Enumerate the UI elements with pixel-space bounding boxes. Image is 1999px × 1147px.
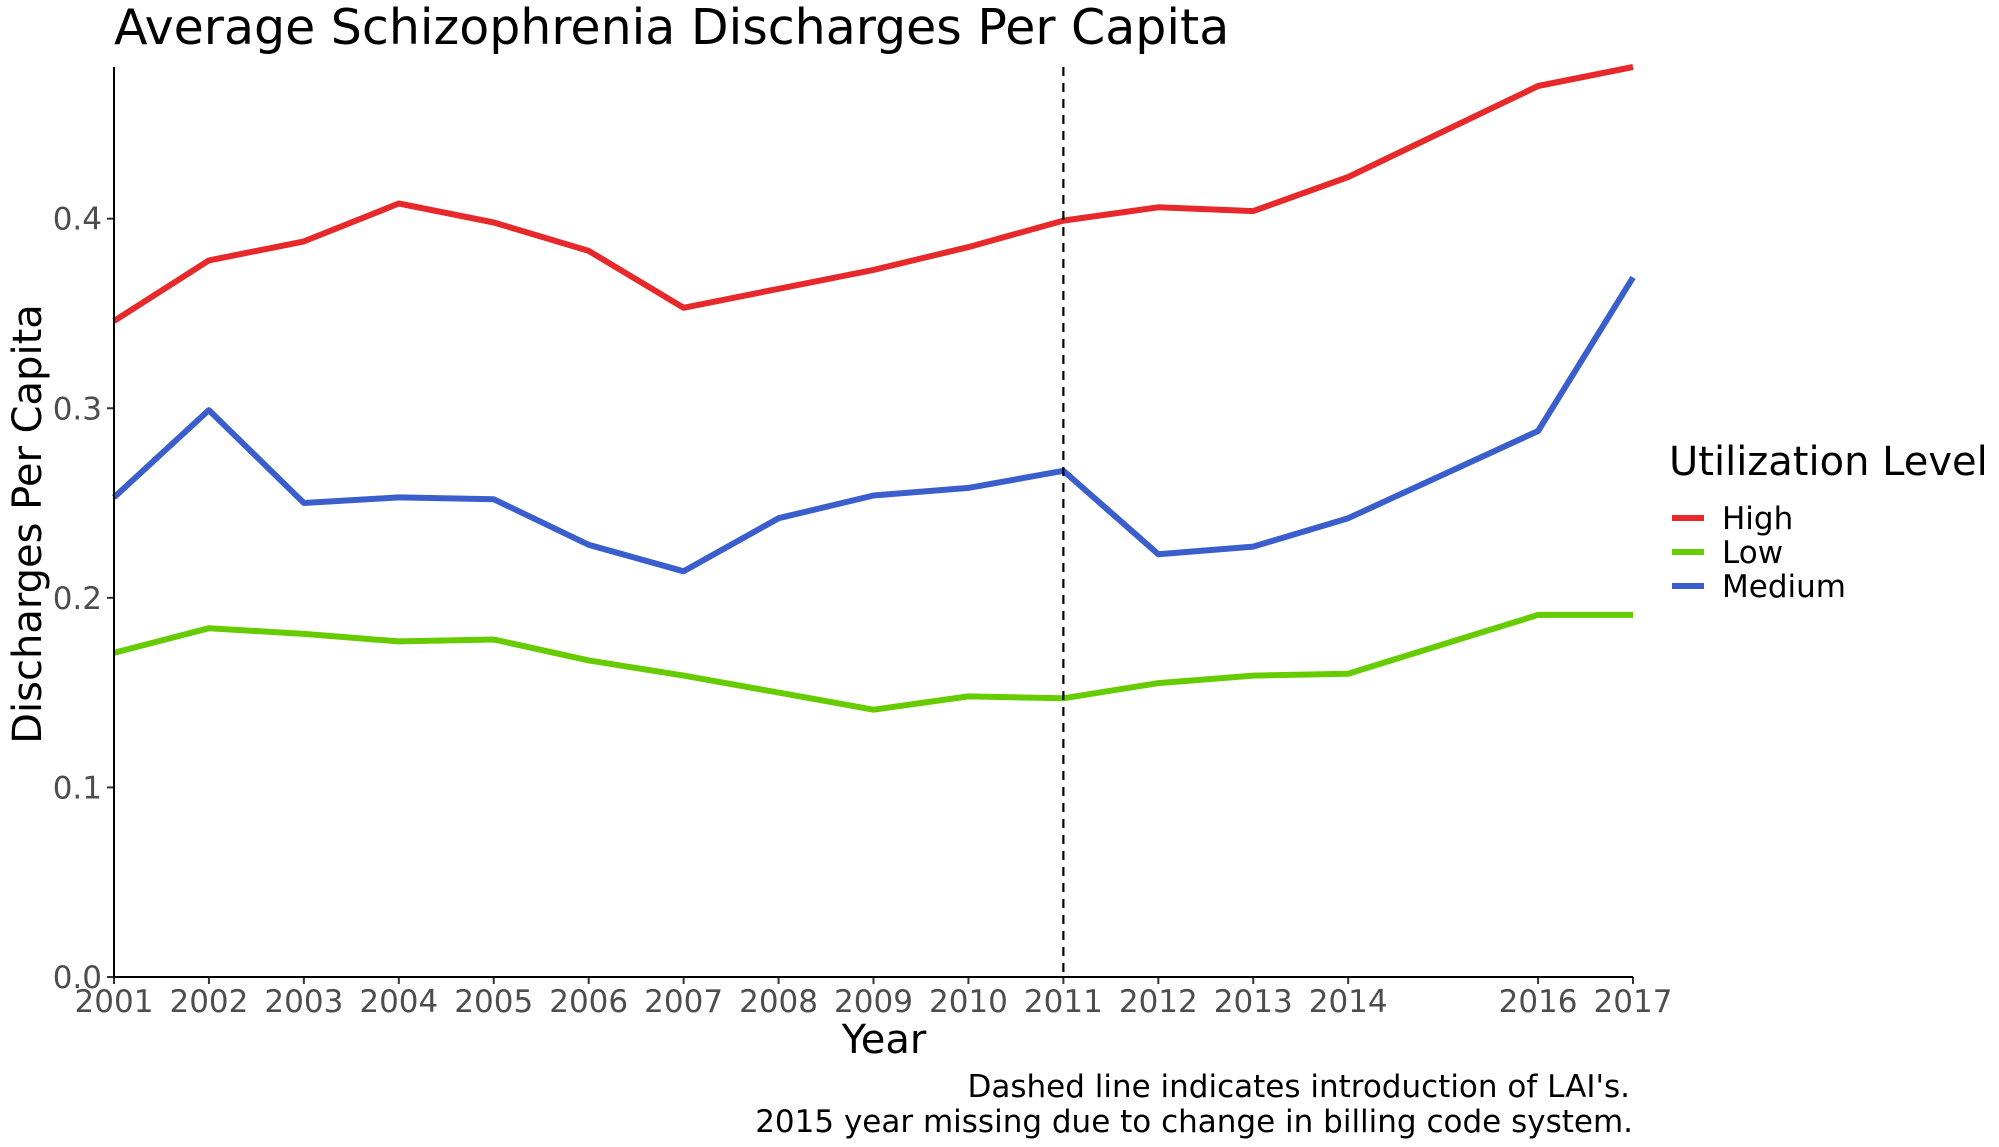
x-tick-label: 2014 [1309,984,1388,1020]
legend-label-high: High [1722,501,1793,537]
legend-title: Utilization Level [1669,439,1988,485]
x-tick-label: 2005 [454,984,533,1020]
x-tick-label: 2016 [1499,984,1578,1020]
x-tick-label: 2011 [1024,984,1103,1020]
x-tick-label: 2010 [929,984,1008,1020]
x-tick-label: 2003 [264,984,343,1020]
x-tick-label: 2007 [644,984,723,1020]
caption-line-2: 2015 year missing due to change in billi… [755,1104,1633,1140]
x-tick-label: 2012 [1119,984,1198,1020]
legend-label-medium: Medium [1722,569,1846,605]
caption: Dashed line indicates introduction of LA… [755,1069,1633,1140]
series-line-medium [111,275,1636,575]
x-tick-label: 2006 [549,984,628,1020]
series-line-low [113,611,1633,713]
y-axis-title: Discharges Per Capita [5,304,51,744]
series-line-high [112,64,1634,324]
x-tick-label: 2008 [739,984,818,1020]
x-tick-label: 2017 [1594,984,1673,1020]
x-axis-ticks: 2001 2002 2003 2004 2005 2006 2007 2008 2009 2010… [75,977,1673,1020]
legend-label-low: Low [1722,535,1783,571]
x-tick-label: 2002 [169,984,248,1020]
y-tick-label: 0.1 [53,770,102,806]
x-tick-label: 2013 [1214,984,1293,1020]
y-tick-label: 0.2 [53,581,102,617]
x-tick-label: 2004 [359,984,438,1020]
caption-line-1: Dashed line indicates introduction of LA… [967,1069,1630,1105]
x-tick-label: 2009 [834,984,913,1020]
y-tick-label: 0.4 [53,202,102,238]
chart-title: Average Schizophrenia Discharges Per Cap… [114,0,1229,56]
x-axis-title: Year [841,1017,927,1063]
y-tick-label: 0.3 [53,391,102,427]
x-tick-label: 2001 [75,984,154,1020]
y-axis-ticks: 0.0 0.1 0.2 0.3 0.4 [53,202,114,996]
series-lines [111,64,1636,713]
y-tick-label: 0.0 [53,960,102,996]
